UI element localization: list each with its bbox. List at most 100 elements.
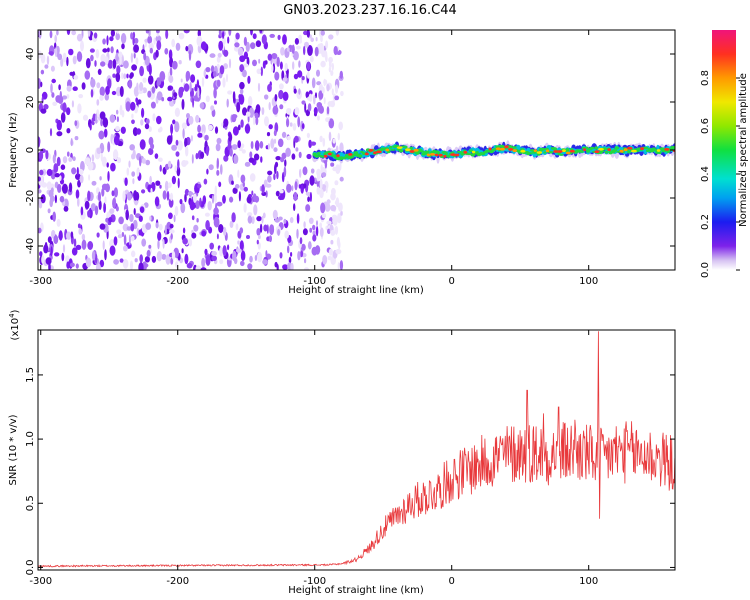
noise-blotch	[121, 110, 125, 118]
noise-blotch	[54, 47, 58, 58]
noise-blotch	[94, 253, 98, 264]
noise-blotch	[309, 175, 315, 186]
signal-mark	[612, 149, 618, 152]
noise-blotch	[253, 153, 260, 161]
noise-blotch	[248, 96, 253, 106]
noise-blotch	[186, 113, 190, 119]
noise-blotch	[324, 160, 328, 169]
noise-blotch	[263, 224, 268, 232]
noise-blotch	[167, 96, 173, 102]
noise-blotch	[329, 100, 336, 108]
noise-blotch	[38, 176, 41, 182]
noise-blotch	[306, 153, 312, 160]
noise-blotch	[266, 132, 271, 137]
noise-blotch	[156, 30, 160, 34]
noise-blotch	[299, 37, 302, 43]
noise-blotch	[145, 222, 152, 230]
noise-blotch	[177, 177, 180, 189]
noise-blotch	[110, 30, 115, 37]
noise-blotch	[310, 141, 317, 146]
noise-blotch	[267, 175, 272, 183]
noise-blotch	[73, 238, 77, 247]
noise-blotch	[54, 173, 60, 178]
noise-blotch	[291, 153, 296, 160]
noise-blotch	[303, 183, 307, 188]
signal-mark	[425, 150, 430, 154]
noise-blotch	[66, 85, 72, 92]
noise-blotch	[243, 203, 247, 213]
noise-blotch	[98, 130, 105, 140]
noise-blotch	[289, 122, 293, 127]
noise-blotch	[143, 52, 147, 61]
noise-blotch	[170, 257, 174, 265]
noise-blotch	[131, 119, 135, 125]
noise-blotch	[294, 107, 300, 116]
signal-peak	[569, 149, 575, 153]
noise-blotch	[68, 182, 73, 193]
noise-blotch	[155, 35, 162, 43]
noise-blotch	[296, 213, 300, 224]
noise-blotch	[334, 225, 339, 235]
noise-blotch	[190, 74, 196, 83]
signal-mark	[565, 148, 570, 152]
noise-blotch	[159, 184, 162, 189]
signal-peak	[545, 149, 550, 153]
noise-blotch	[216, 157, 219, 169]
noise-blotch	[326, 106, 330, 115]
noise-blotch	[200, 151, 205, 159]
noise-blotch	[133, 86, 139, 97]
noise-blotch	[95, 113, 98, 125]
snr-x-label: Height of straight line (km)	[288, 585, 424, 596]
noise-blotch	[211, 255, 217, 262]
noise-blotch	[297, 70, 303, 78]
noise-blotch	[51, 92, 55, 98]
noise-blotch	[102, 38, 106, 45]
noise-blotch	[260, 156, 263, 163]
noise-blotch	[50, 246, 53, 257]
snr-multiplier: (x104)	[8, 309, 21, 340]
noise-blotch	[96, 99, 100, 106]
noise-blotch	[301, 123, 305, 130]
noise-blotch	[101, 183, 108, 190]
noise-blotch	[178, 60, 182, 65]
noise-blotch	[87, 30, 91, 37]
noise-blotch	[326, 199, 331, 205]
spectrogram-x-ticks: -300 -200 -100 0 100	[29, 30, 598, 287]
noise-blotch	[144, 123, 150, 130]
noise-blotch	[68, 48, 74, 56]
noise-blotch	[293, 88, 297, 94]
noise-blotch	[217, 52, 222, 58]
noise-blotch	[243, 51, 248, 60]
noise-blotch	[56, 30, 59, 36]
y-tick-label: 0.0	[25, 559, 36, 575]
noise-blotch	[298, 60, 301, 68]
noise-blotch	[129, 260, 134, 270]
noise-blotch	[141, 238, 147, 247]
y-tick-label: 0	[25, 147, 36, 153]
colorbar: 0.0 0.2 0.4 0.6 0.8 Normalized spectral ampl…	[700, 30, 749, 278]
noise-blotch	[187, 191, 194, 196]
noise-blotch	[293, 73, 299, 80]
noise-blotch	[88, 174, 91, 181]
noise-blotch	[85, 58, 91, 69]
noise-blotch	[315, 92, 317, 99]
noise-blotch	[264, 94, 269, 100]
noise-blotch	[39, 251, 43, 257]
x-tick-label: -100	[303, 276, 326, 287]
noise-blotch	[165, 254, 171, 265]
noise-blotch	[71, 100, 74, 108]
noise-blotch	[302, 228, 308, 236]
signal-peak	[630, 149, 637, 153]
noise-blotch	[339, 176, 344, 182]
noise-blotch	[62, 102, 67, 113]
noise-blotch	[240, 260, 245, 267]
noise-blotch	[252, 33, 257, 40]
noise-blotch	[147, 90, 152, 98]
noise-blotch	[330, 70, 334, 76]
noise-blotch	[239, 81, 245, 90]
noise-blotch	[125, 209, 129, 221]
x-tick-label: -100	[303, 576, 326, 587]
signal-mark	[353, 151, 358, 155]
noise-blotch	[318, 42, 324, 54]
noise-blotch	[181, 98, 185, 110]
